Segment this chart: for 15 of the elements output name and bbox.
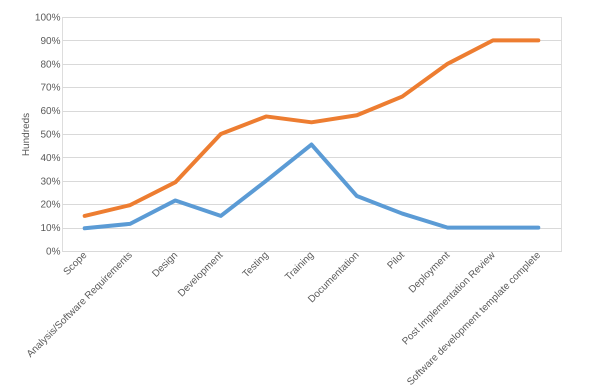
- y-tick-label: 90%: [40, 36, 61, 47]
- y-tick-label: 70%: [40, 82, 61, 94]
- y-tick-label: 80%: [40, 59, 61, 70]
- x-tick-label: Pilot: [385, 250, 408, 272]
- y-tick-label: 100%: [34, 12, 61, 24]
- y-tick-label: 20%: [40, 200, 61, 211]
- y-tick-label: 40%: [40, 152, 61, 164]
- line-series: [82, 38, 540, 218]
- line-series: [82, 142, 540, 230]
- y-tick-label: 30%: [40, 176, 61, 188]
- y-tick-label: 10%: [40, 223, 61, 234]
- y-tick-label: 60%: [40, 106, 61, 118]
- y-axis-title: Hundreds: [20, 112, 32, 156]
- y-tick-label: 50%: [40, 130, 61, 140]
- y-tick-label: 0%: [46, 246, 61, 258]
